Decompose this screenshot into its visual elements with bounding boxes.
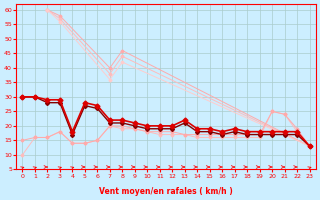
X-axis label: Vent moyen/en rafales ( km/h ): Vent moyen/en rafales ( km/h ) <box>99 187 233 196</box>
